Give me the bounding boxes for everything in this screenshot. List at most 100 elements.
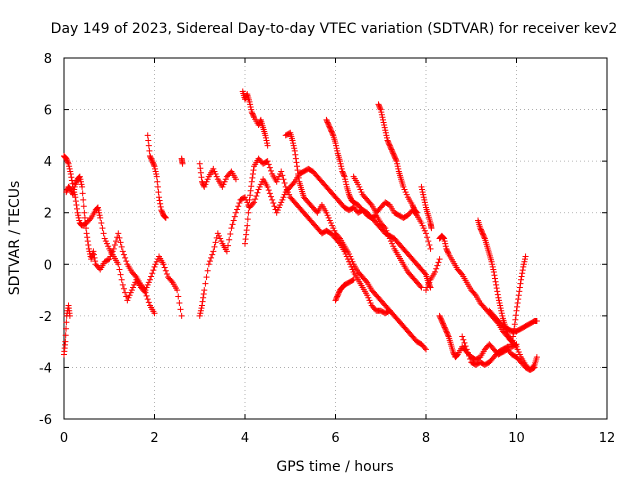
data-point — [62, 338, 69, 345]
data-point — [247, 101, 254, 108]
data-point — [264, 140, 271, 147]
data-point — [518, 276, 525, 283]
data-point — [490, 269, 497, 276]
data-point — [144, 281, 151, 288]
data-point — [254, 189, 261, 196]
data-point — [392, 155, 399, 162]
data-point — [178, 312, 185, 319]
plot-frame — [63, 57, 608, 420]
data-point — [514, 346, 521, 353]
data-point — [324, 212, 331, 219]
data-point — [509, 337, 516, 344]
data-point — [247, 103, 254, 110]
x-tick-label: 12 — [599, 431, 616, 446]
data-point — [358, 189, 365, 196]
data-point — [145, 137, 152, 144]
data-point — [226, 236, 233, 243]
data-point — [439, 319, 446, 326]
data-point — [435, 259, 442, 266]
data-point — [388, 146, 395, 153]
data-point — [83, 225, 90, 232]
data-point — [99, 225, 106, 232]
data-point — [295, 171, 302, 178]
data-point — [521, 256, 528, 263]
data-point — [332, 297, 339, 304]
data-point — [421, 196, 428, 203]
data-point — [144, 132, 151, 139]
data-point — [212, 239, 219, 246]
data-point — [92, 258, 99, 265]
data-point — [440, 234, 447, 241]
data-point — [69, 190, 76, 197]
x-tick-label: 0 — [60, 431, 68, 446]
data-point — [293, 159, 300, 166]
data-point — [85, 241, 92, 248]
data-point — [249, 200, 256, 207]
data-point — [148, 156, 155, 163]
data-point — [291, 147, 298, 154]
data-point — [283, 186, 290, 193]
data-point — [420, 191, 427, 198]
x-tick-label: 8 — [422, 431, 430, 446]
data-point — [66, 312, 73, 319]
data-point — [436, 256, 443, 263]
data-point — [251, 199, 258, 206]
data-point — [326, 123, 333, 130]
data-point — [132, 272, 139, 279]
data-point — [280, 176, 287, 183]
data-point — [202, 280, 209, 287]
data-point — [424, 234, 431, 241]
data-point — [294, 163, 301, 170]
data-point — [425, 280, 432, 287]
data-point — [143, 284, 150, 291]
data-point — [229, 221, 236, 228]
data-point — [505, 332, 512, 339]
data-point — [367, 299, 374, 306]
data-point — [131, 281, 138, 288]
data-point — [284, 189, 291, 196]
data-point — [420, 225, 427, 232]
data-point — [248, 106, 255, 113]
data-point — [349, 258, 356, 265]
data-point — [197, 165, 204, 172]
data-point — [149, 159, 156, 166]
data-point — [243, 231, 250, 238]
data-point — [69, 180, 76, 187]
data-point — [516, 288, 523, 295]
data-point — [210, 248, 217, 255]
data-point — [247, 187, 254, 194]
data-point — [101, 235, 108, 242]
data-point — [70, 191, 77, 198]
data-point — [377, 106, 384, 113]
y-tick-label: -6 — [39, 413, 52, 428]
data-point — [450, 348, 457, 355]
data-point — [329, 131, 336, 138]
data-point — [150, 162, 157, 169]
data-point — [365, 294, 372, 301]
data-point — [83, 230, 90, 237]
data-point — [339, 168, 346, 175]
data-point — [339, 169, 346, 176]
y-tick-label: 6 — [44, 104, 52, 119]
data-point — [383, 134, 390, 141]
data-point — [179, 160, 186, 167]
data-point — [375, 101, 382, 108]
data-point — [75, 214, 82, 221]
data-point — [211, 243, 218, 250]
data-point — [90, 248, 97, 255]
data-point — [265, 187, 272, 194]
data-point — [376, 103, 383, 110]
data-point — [84, 238, 91, 245]
data-point — [519, 267, 526, 274]
data-point — [382, 129, 389, 136]
data-point — [349, 277, 356, 284]
data-point — [346, 191, 353, 198]
data-point — [515, 296, 522, 303]
data-point — [225, 242, 232, 249]
data-point — [210, 165, 217, 172]
data-point — [145, 142, 152, 149]
data-point — [72, 181, 79, 188]
data-point — [228, 225, 235, 232]
data-point — [377, 105, 384, 112]
data-point — [418, 220, 425, 227]
